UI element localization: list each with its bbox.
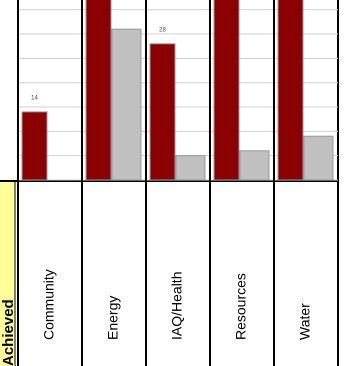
bar bbox=[21, 111, 48, 180]
value-label: 28 bbox=[159, 27, 166, 33]
bar bbox=[277, 0, 304, 180]
bar bbox=[303, 135, 334, 180]
category-label: IAQ/Health bbox=[169, 272, 185, 340]
category-label: Water bbox=[297, 303, 313, 340]
bar bbox=[239, 150, 270, 180]
bar bbox=[213, 0, 240, 180]
category-label: Energy bbox=[105, 296, 121, 340]
category-label: Community bbox=[41, 269, 57, 340]
bar bbox=[175, 155, 206, 180]
bar bbox=[111, 28, 142, 180]
row-header-cell bbox=[0, 182, 15, 366]
category-label: Resources bbox=[233, 273, 249, 340]
bar bbox=[85, 0, 112, 180]
row-header: Achieved bbox=[0, 299, 17, 366]
bar bbox=[149, 43, 176, 180]
value-label: 14 bbox=[31, 95, 38, 101]
